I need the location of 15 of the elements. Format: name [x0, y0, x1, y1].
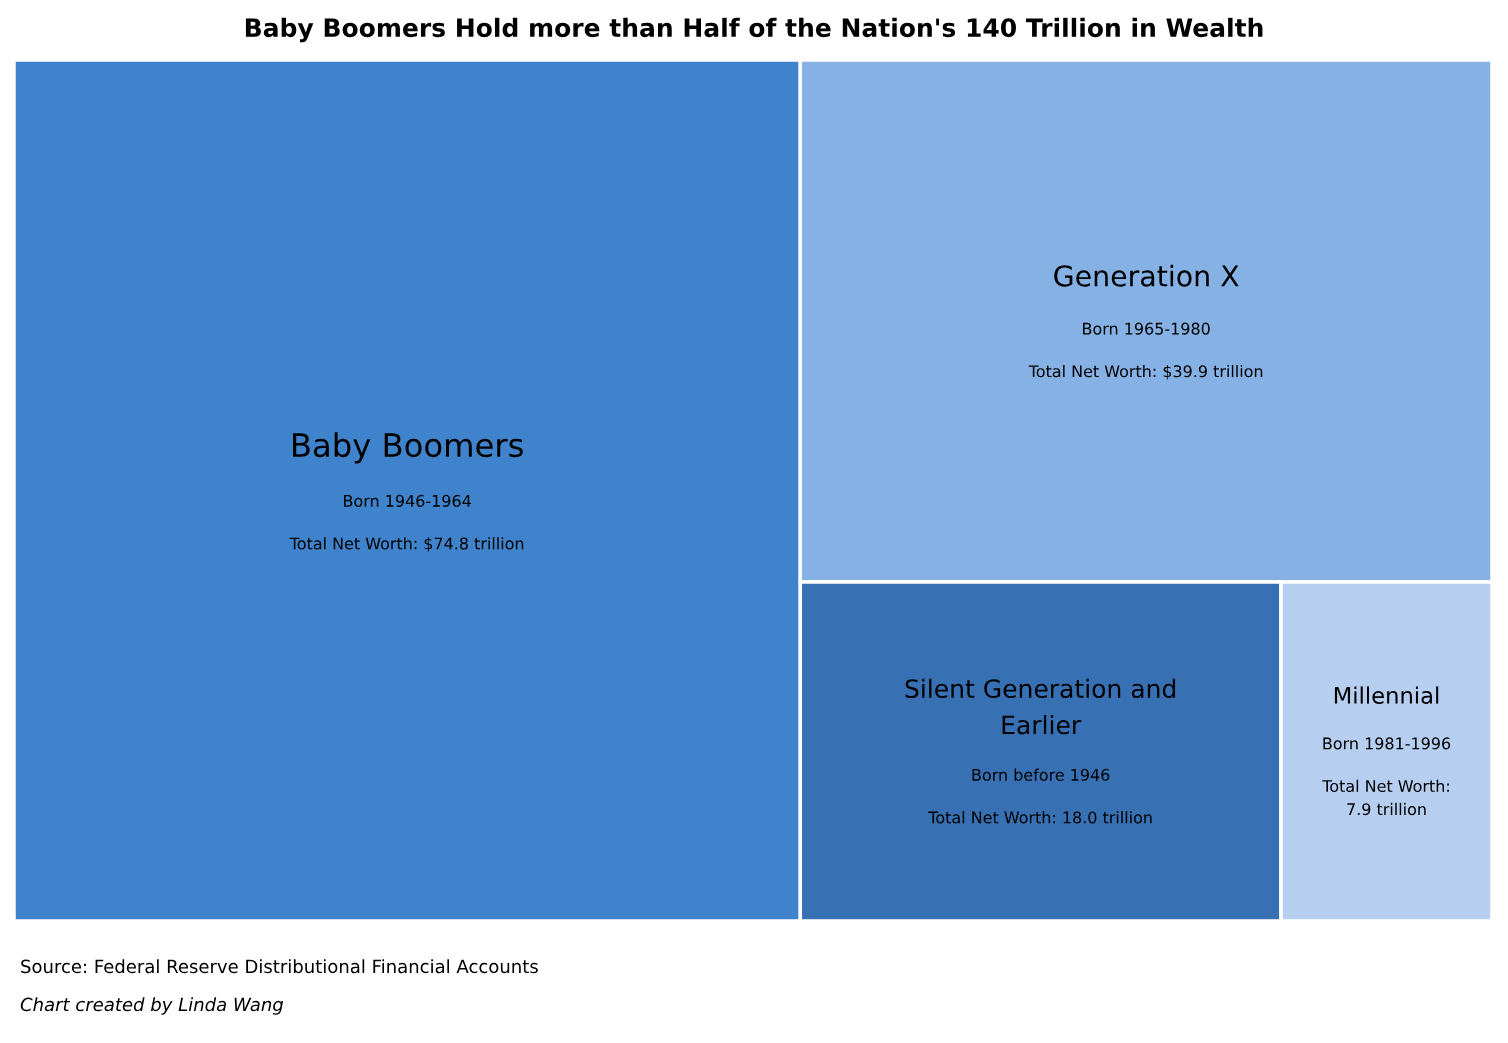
text: Born 1981-1996 — [1323, 737, 1451, 750]
text: Chart created by Linda Wang — [20, 997, 284, 1015]
source-note: Source: Federal Reserve Distributional Financial Accounts — [21, 959, 538, 974]
text: Born before 1946 — [972, 768, 1110, 781]
data-label: Total Net Worth: $74.8 trillion — [289, 537, 524, 552]
text: Baby Boomers Hold more than Half of the Nation's 140 Trillion in Wealth — [245, 17, 1263, 43]
text: Born 1965-1980 — [1083, 322, 1210, 335]
data-label: Total Net Worth: 18.0 trillion — [928, 811, 1152, 824]
category-label: Baby Boomers — [293, 432, 523, 464]
text: Born 1946-1964 — [344, 494, 471, 507]
category-label: Silent Generation and Earlier — [905, 678, 1176, 735]
category-label: Millennial — [1334, 686, 1439, 704]
category-label: Generation X — [1054, 264, 1239, 287]
data-label: Total Net Worth: $39.9 trillion — [1028, 364, 1263, 380]
data-label: Total Net Worth: 7.9 trillion — [1322, 779, 1449, 816]
